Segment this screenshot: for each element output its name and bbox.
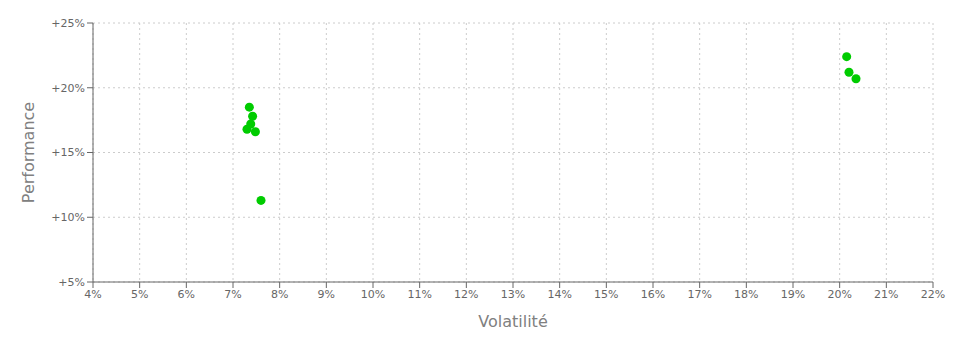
svg-text:4%: 4% (84, 288, 101, 301)
svg-text:10%: 10% (361, 288, 385, 301)
svg-text:15%: 15% (594, 288, 618, 301)
svg-text:+25%: +25% (51, 17, 85, 30)
svg-text:5%: 5% (131, 288, 148, 301)
svg-text:+15%: +15% (51, 146, 85, 159)
svg-text:13%: 13% (501, 288, 525, 301)
svg-text:+20%: +20% (51, 82, 85, 95)
svg-text:6%: 6% (178, 288, 195, 301)
svg-text:16%: 16% (641, 288, 665, 301)
svg-text:22%: 22% (921, 288, 945, 301)
svg-text:Performance: Performance (19, 102, 38, 203)
svg-text:Volatilité: Volatilité (478, 312, 547, 331)
svg-text:12%: 12% (454, 288, 478, 301)
svg-text:+10%: +10% (51, 211, 85, 224)
svg-text:7%: 7% (224, 288, 241, 301)
svg-text:17%: 17% (687, 288, 711, 301)
svg-text:14%: 14% (547, 288, 571, 301)
svg-text:21%: 21% (874, 288, 898, 301)
svg-text:19%: 19% (781, 288, 805, 301)
svg-text:20%: 20% (827, 288, 851, 301)
svg-text:18%: 18% (734, 288, 758, 301)
svg-text:11%: 11% (407, 288, 431, 301)
svg-text:8%: 8% (271, 288, 288, 301)
svg-text:+5%: +5% (58, 276, 85, 289)
svg-text:9%: 9% (318, 288, 335, 301)
